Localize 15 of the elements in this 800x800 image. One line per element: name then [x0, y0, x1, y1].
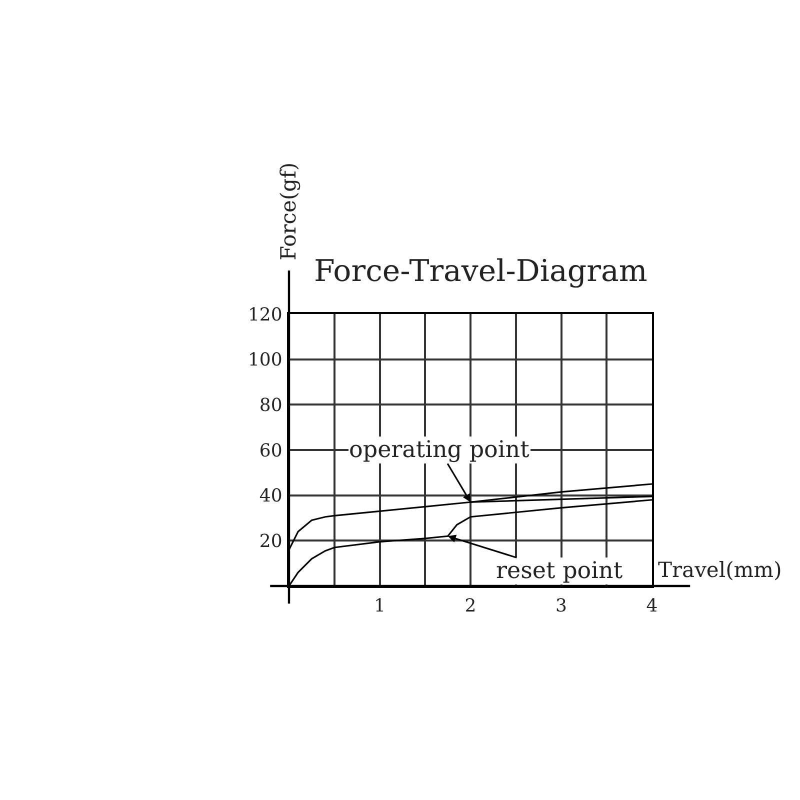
- y-tick-label: 120: [248, 304, 282, 326]
- y-tick-label: 60: [259, 440, 282, 462]
- x-tick-label: 1: [374, 596, 386, 617]
- y-tick-label: 40: [259, 486, 282, 507]
- x-tick-label: 2: [464, 596, 476, 617]
- annotation: reset point: [496, 558, 624, 584]
- y-axis-title: Force(gf): [276, 162, 301, 260]
- y-tick-label: 20: [259, 530, 282, 552]
- chart-title: Force-Travel-Diagram: [314, 254, 648, 289]
- x-axis-title: Travel(mm): [658, 558, 782, 582]
- annotation: operating point: [349, 437, 530, 463]
- y-tick-label: 80: [259, 394, 282, 416]
- y-tick-label: 100: [248, 350, 282, 371]
- x-tick-label: 3: [556, 596, 567, 617]
- x-tick-label: 4: [646, 596, 658, 617]
